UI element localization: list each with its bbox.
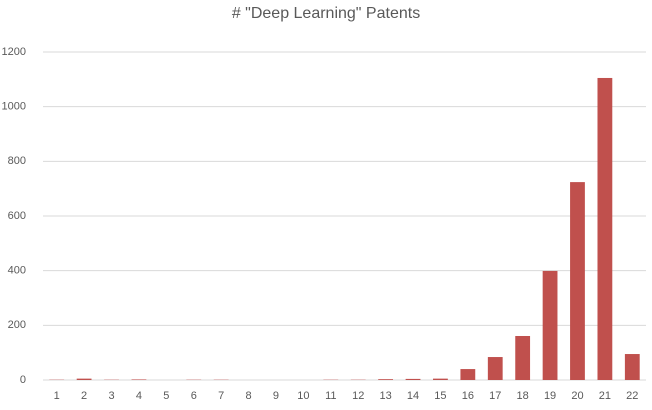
y-tick-label: 200 (8, 319, 26, 331)
bar (433, 378, 448, 380)
bar (515, 335, 531, 380)
x-tick-label: 16 (462, 390, 474, 402)
x-tick-label: 8 (246, 390, 252, 402)
bar (487, 357, 503, 380)
x-tick-label: 21 (599, 390, 611, 402)
bar (76, 378, 92, 380)
x-tick-label: 14 (407, 390, 419, 402)
x-tick-label: 17 (489, 390, 501, 402)
bar (570, 182, 585, 380)
bar (597, 77, 613, 380)
x-tick-label: 20 (571, 390, 583, 402)
bar (542, 270, 558, 380)
x-tick-label: 18 (517, 390, 529, 402)
x-tick-label: 7 (218, 390, 224, 402)
x-tick-label: 15 (434, 390, 446, 402)
x-tick-label: 9 (273, 390, 279, 402)
y-tick-label: 800 (8, 155, 26, 167)
x-tick-label: 10 (297, 390, 309, 402)
bar (378, 379, 394, 380)
y-tick-label: 0 (20, 374, 26, 386)
y-tick-label: 600 (8, 210, 26, 222)
x-tick-label: 5 (163, 390, 169, 402)
y-tick-label: 400 (8, 265, 26, 277)
x-tick-label: 6 (191, 390, 197, 402)
bar (131, 379, 147, 380)
x-tick-label: 13 (379, 390, 391, 402)
x-tick-label: 4 (136, 390, 142, 402)
x-tick-label: 22 (626, 390, 638, 402)
x-tick-label: 3 (108, 390, 114, 402)
y-tick-label: 1000 (2, 101, 26, 113)
y-tick-label: 1200 (2, 46, 26, 58)
x-tick-label: 12 (352, 390, 364, 402)
bar (624, 354, 640, 380)
x-tick-label: 11 (325, 390, 336, 402)
x-tick-label: 2 (81, 390, 87, 402)
bar (405, 378, 421, 380)
bar (460, 369, 476, 380)
x-tick-label: 1 (54, 390, 60, 402)
x-tick-label: 19 (544, 390, 556, 402)
chart-title: # "Deep Learning" Patents (232, 5, 420, 22)
